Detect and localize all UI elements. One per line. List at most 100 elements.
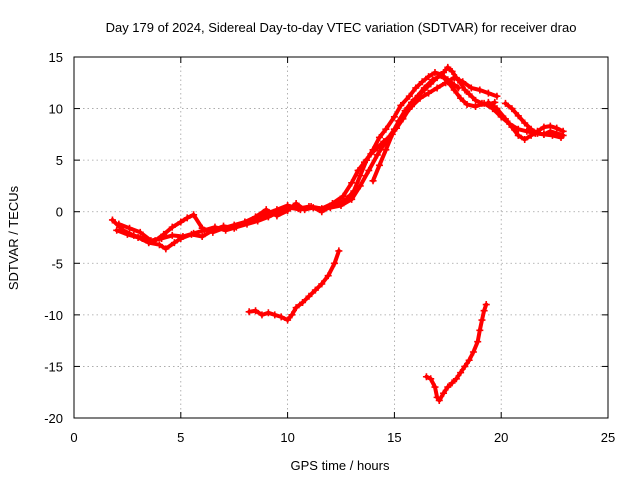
data-point [307,203,315,211]
data-point [155,241,163,249]
data-point [113,226,121,234]
series-line [503,101,566,138]
data-point [463,100,471,108]
data-point [243,220,251,228]
data-point [179,232,187,240]
data-point [420,86,428,94]
data-point [474,338,482,346]
x-tick-label: 10 [280,430,294,445]
data-point [412,84,420,92]
data-point [482,301,490,309]
chart-title: Day 179 of 2024, Sidereal Day-to-day VTE… [106,20,577,35]
data-point [444,78,452,86]
data-point [360,158,368,166]
y-tick-label: -15 [44,359,63,374]
data-point [425,89,433,97]
data-point [405,92,413,100]
data-point [401,107,409,115]
data-point [348,179,356,187]
x-axis-label: GPS time / hours [291,458,390,473]
data-point [147,237,155,245]
data-point [472,96,480,104]
data-point [478,99,486,107]
plot-frame [73,56,609,419]
tick-layer: 0 5 10 15 20 25 -20 -15 -10 -5 0 5 10 15 [44,50,615,445]
data-point [553,129,561,137]
data-point [457,369,465,377]
y-tick-label: -5 [51,256,63,271]
data-point [365,166,373,174]
data-point [461,86,469,94]
data-point [469,348,477,356]
y-tick-label: -10 [44,308,63,323]
data-point [480,307,488,315]
data-point [427,80,435,88]
y-tick-label: -20 [44,411,63,426]
data-point [440,389,448,397]
data-point [476,326,484,334]
series-line [247,248,341,322]
data-point [198,232,206,240]
data-point [454,84,462,92]
data-point [435,396,443,404]
data-point [245,308,253,316]
data-point [448,67,456,75]
data-point [296,206,304,214]
data-point [450,86,458,94]
data-point [115,220,123,228]
data-point [559,131,567,139]
data-point [356,182,364,190]
data-point [288,311,296,319]
data-point [540,130,548,138]
data-point [286,204,294,212]
data-point [200,226,208,234]
data-point [514,112,522,120]
y-tick-label: 0 [56,205,63,220]
data-point [382,125,390,133]
data-point [465,356,473,364]
data-point [433,84,441,92]
data-point [521,136,529,144]
data-point [425,73,433,81]
data-point [452,375,460,383]
data-point [123,230,131,238]
data-point [452,74,460,82]
series-trace-h [422,301,490,404]
data-point [211,223,219,231]
data-point [339,192,347,200]
x-tick-label: 0 [70,430,77,445]
data-point [373,151,381,159]
data-point [476,86,484,94]
data-point [461,362,469,370]
data-point [162,245,170,253]
x-tick-label: 5 [177,430,184,445]
data-point [484,98,492,106]
data-point [168,223,176,231]
data-point [331,259,339,267]
x-tick-label: 20 [494,430,508,445]
data-point [457,94,465,102]
y-tick-label: 15 [49,50,63,65]
data-layer [108,63,567,404]
data-point [380,138,388,146]
data-point [369,177,377,185]
data-point [440,68,448,76]
data-point [271,311,279,319]
series-trace-g [245,247,343,324]
data-point [422,373,430,381]
data-point [523,127,531,135]
data-point [254,217,262,225]
data-point [397,101,405,109]
data-point [521,119,529,127]
data-point [318,280,326,288]
x-tick-label: 25 [601,430,615,445]
data-point [136,228,144,236]
data-point [232,223,240,231]
data-point [356,172,364,180]
data-point [414,92,422,100]
data-point [170,239,178,247]
y-tick-label: 10 [49,102,63,117]
data-point [168,231,176,239]
data-point [478,316,486,324]
